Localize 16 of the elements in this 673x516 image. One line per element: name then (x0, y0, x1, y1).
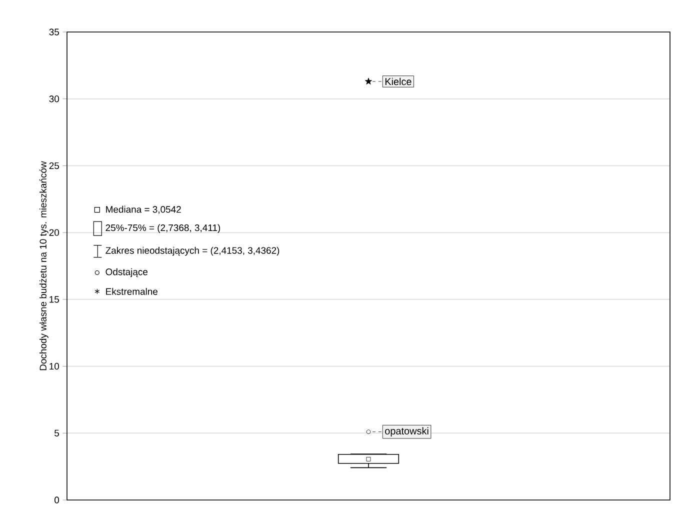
y-tick-label: 0 (54, 496, 60, 504)
y-axis-title: Dochody własne budżetu na 10 tys. mieszkańców (39, 161, 48, 370)
y-tick-label: 30 (49, 96, 60, 102)
annotation: 25%-75% = (2,7368, 3,411) (106, 224, 220, 233)
annotation: Kielce (385, 78, 412, 86)
annotation: Mediana = 3,0542 (106, 206, 181, 214)
annotation: opatowski (385, 427, 428, 436)
y-tick-label: 10 (50, 362, 60, 370)
annotation: Ekstremalne (106, 288, 158, 295)
y-tick-label: 25 (49, 162, 60, 170)
y-tick-label: 35 (49, 28, 60, 36)
annotation: Zakres nieodstających = (2,4153, 3,4362) (106, 246, 280, 256)
y-tick-label: 5 (54, 430, 60, 436)
annotation: Odstające (106, 268, 148, 278)
y-tick-label: 20 (49, 229, 60, 236)
y-tick-label: 15 (50, 296, 60, 303)
